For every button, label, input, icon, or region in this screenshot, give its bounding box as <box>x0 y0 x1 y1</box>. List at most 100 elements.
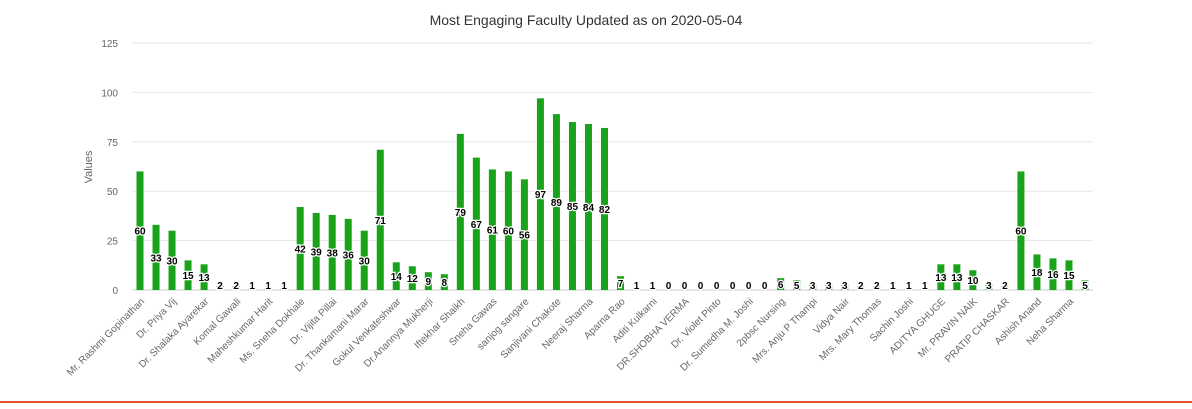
data-label: 7 <box>618 279 624 290</box>
bar <box>280 288 288 290</box>
bar <box>536 98 544 290</box>
bar <box>1049 258 1057 290</box>
data-label: 5 <box>794 281 800 292</box>
bar <box>184 260 192 290</box>
data-label: 1 <box>890 281 896 292</box>
bar <box>504 171 512 290</box>
bar <box>520 179 528 290</box>
bar <box>825 284 833 290</box>
bar <box>633 288 641 290</box>
data-label: 5 <box>1082 281 1088 292</box>
data-label: 84 <box>583 203 595 214</box>
bar <box>456 133 464 290</box>
data-label: 12 <box>407 274 419 285</box>
bar <box>841 284 849 290</box>
data-label: 82 <box>599 205 611 216</box>
bar <box>873 286 881 290</box>
data-label: 2 <box>233 281 239 292</box>
data-label: 1 <box>650 281 656 292</box>
data-label: 6 <box>778 280 784 291</box>
bar <box>376 149 384 290</box>
bar <box>617 276 625 290</box>
bar <box>408 266 416 290</box>
data-label: 10 <box>967 276 979 287</box>
x-tick-label: Mr. PRAVIN NAIK <box>916 296 980 360</box>
data-label: 1 <box>281 281 287 292</box>
data-label: 61 <box>487 226 499 237</box>
bar <box>152 224 160 290</box>
bar <box>488 169 496 290</box>
data-label: 42 <box>295 245 307 256</box>
data-label: 13 <box>951 273 963 284</box>
data-label: 85 <box>567 202 579 213</box>
data-label: 0 <box>698 281 704 292</box>
bar <box>440 274 448 290</box>
y-tick-label: 25 <box>107 237 119 248</box>
chart-title: Most Engaging Faculty Updated as on 2020… <box>430 12 743 28</box>
data-label: 0 <box>746 281 752 292</box>
bar <box>328 214 336 290</box>
bar <box>232 286 240 290</box>
x-tick-label: Mrs. Anju P Thampi <box>751 296 820 365</box>
data-label: 3 <box>842 281 848 292</box>
data-label: 60 <box>1015 227 1027 238</box>
bar <box>552 114 560 290</box>
bar <box>264 288 272 290</box>
data-label: 3 <box>826 281 832 292</box>
data-label: 79 <box>455 208 467 219</box>
data-label: 3 <box>810 281 816 292</box>
data-label: 2 <box>874 281 880 292</box>
data-label: 3 <box>986 281 992 292</box>
data-label: 89 <box>551 198 563 209</box>
data-label: 0 <box>730 281 736 292</box>
bar <box>600 127 608 290</box>
bar <box>793 280 801 290</box>
bottom-accent-rule <box>0 401 1192 403</box>
bar <box>1001 286 1009 290</box>
bar <box>392 262 400 290</box>
x-tick-label: Sanjivani Chakote <box>499 296 564 361</box>
y-tick-label: 0 <box>112 286 118 297</box>
x-tick-label: Mr. Rashmi Gopinathan <box>65 296 147 378</box>
data-label: 71 <box>375 216 387 227</box>
data-label: 38 <box>327 248 339 259</box>
bar <box>921 288 929 290</box>
data-label: 0 <box>682 281 688 292</box>
data-label: 15 <box>1063 271 1075 282</box>
data-label: 1 <box>249 281 255 292</box>
data-label: 60 <box>503 227 515 238</box>
bar <box>1033 254 1041 290</box>
data-label: 2 <box>1002 281 1008 292</box>
data-label: 2 <box>217 281 223 292</box>
x-tick-label: ADITYA GHUGE <box>888 296 949 357</box>
data-label: 0 <box>666 281 672 292</box>
data-label: 39 <box>311 247 323 258</box>
bar <box>296 207 304 290</box>
bar <box>1065 260 1073 290</box>
bar <box>985 284 993 290</box>
data-label: 16 <box>1047 270 1059 281</box>
bar <box>905 288 913 290</box>
data-label: 36 <box>343 250 355 261</box>
data-label: 1 <box>634 281 640 292</box>
bar <box>809 284 817 290</box>
data-label: 60 <box>134 227 146 238</box>
bar <box>424 272 432 290</box>
bar <box>1017 171 1025 290</box>
y-axis-label: Values <box>83 150 95 183</box>
data-label: 8 <box>442 278 448 289</box>
data-label: 33 <box>150 253 162 264</box>
bar <box>248 288 256 290</box>
bar <box>360 230 368 290</box>
data-label: 14 <box>391 272 403 283</box>
y-axis-ticks: 0 25 50 75 100 125 <box>101 39 118 297</box>
bar <box>857 286 865 290</box>
bar <box>649 288 657 290</box>
data-label: 0 <box>762 281 768 292</box>
bar <box>1081 280 1089 290</box>
y-tick-label: 125 <box>101 39 118 50</box>
data-label: 97 <box>535 190 547 201</box>
